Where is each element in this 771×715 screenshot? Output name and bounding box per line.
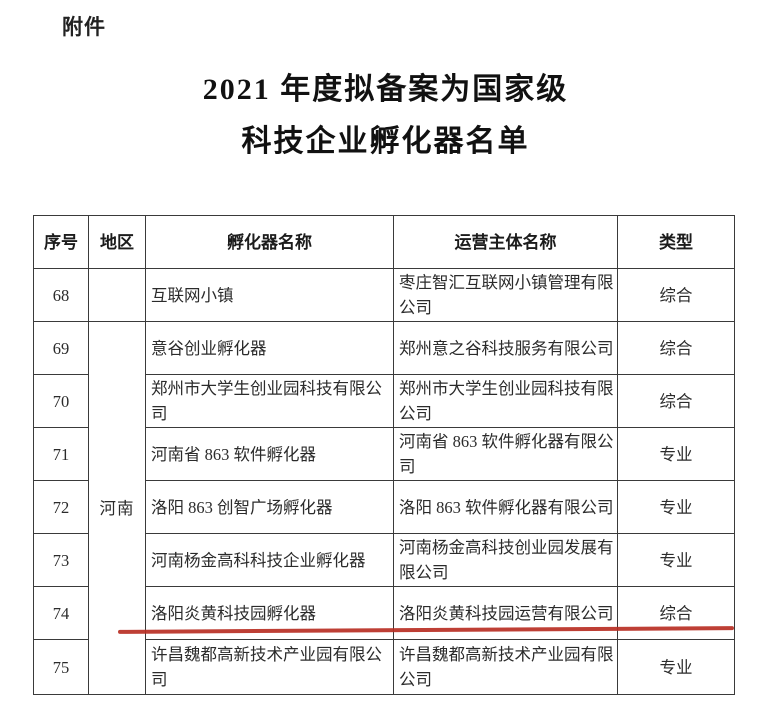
cell-type: 专业 bbox=[617, 427, 735, 481]
table-row-69: 69 河南 意谷创业孵化器 郑州意之谷科技服务有限公司 综合 bbox=[33, 321, 735, 695]
column-header-no: 序号 bbox=[33, 215, 89, 269]
document-title: 2021 年度拟备案为国家级 科技企业孵化器名单 bbox=[0, 64, 771, 168]
cell-no: 73 bbox=[33, 533, 89, 587]
cell-operator-name: 许昌魏都高新技术产业园有限公司 bbox=[393, 639, 618, 695]
cell-operator-name: 洛阳 863 软件孵化器有限公司 bbox=[393, 480, 618, 534]
cell-region-merged: 河南 bbox=[88, 321, 146, 695]
cell-type: 综合 bbox=[617, 586, 735, 640]
cell-type: 综合 bbox=[617, 374, 735, 428]
cell-operator-name: 枣庄智汇互联网小镇管理有限公司 bbox=[393, 268, 618, 322]
column-header-region: 地区 bbox=[88, 215, 146, 269]
attachment-label: 附件 bbox=[62, 16, 106, 39]
cell-no: 71 bbox=[33, 427, 89, 481]
table-row-75: 75 许昌魏都高新技术产业园有限公司 许昌魏都高新技术产业园有限公司 专业 bbox=[33, 639, 735, 695]
column-header-type: 类型 bbox=[617, 215, 735, 269]
cell-type: 专业 bbox=[617, 480, 735, 534]
cell-no: 74 bbox=[33, 586, 89, 640]
cell-type: 专业 bbox=[617, 639, 735, 695]
cell-incubator-name: 意谷创业孵化器 bbox=[145, 321, 394, 375]
cell-incubator-name: 河南杨金高科科技企业孵化器 bbox=[145, 533, 394, 587]
cell-incubator-name: 互联网小镇 bbox=[145, 268, 394, 322]
cell-type: 综合 bbox=[617, 268, 735, 322]
cell-no: 69 bbox=[33, 321, 89, 375]
cell-no: 75 bbox=[33, 639, 89, 695]
cell-operator-name: 河南杨金高科技创业园发展有限公司 bbox=[393, 533, 618, 587]
document-title-line-2: 科技企业孵化器名单 bbox=[241, 125, 530, 158]
document-title-line-1: 2021 年度拟备案为国家级 bbox=[202, 73, 569, 106]
cell-incubator-name: 郑州市大学生创业园科技有限公司 bbox=[145, 374, 394, 428]
cell-operator-name: 郑州市大学生创业园科技有限公司 bbox=[393, 374, 618, 428]
cell-type: 综合 bbox=[617, 321, 735, 375]
column-header-incubator-name: 孵化器名称 bbox=[145, 215, 394, 269]
cell-operator-name: 郑州意之谷科技服务有限公司 bbox=[393, 321, 618, 375]
cell-no: 68 bbox=[33, 268, 89, 322]
column-header-operator-name: 运营主体名称 bbox=[393, 215, 618, 269]
table-row-71: 71 河南省 863 软件孵化器 河南省 863 软件孵化器有限公司 专业 bbox=[33, 427, 735, 481]
cell-incubator-name: 河南省 863 软件孵化器 bbox=[145, 427, 394, 481]
cell-incubator-name: 许昌魏都高新技术产业园有限公司 bbox=[145, 639, 394, 695]
table-header-row: 序号 地区 孵化器名称 运营主体名称 类型 bbox=[33, 215, 735, 269]
cell-type: 专业 bbox=[617, 533, 735, 587]
cell-no: 72 bbox=[33, 480, 89, 534]
table-row-68: 68 互联网小镇 枣庄智汇互联网小镇管理有限公司 综合 bbox=[33, 268, 735, 322]
cell-no: 70 bbox=[33, 374, 89, 428]
table-row-72: 72 洛阳 863 创智广场孵化器 洛阳 863 软件孵化器有限公司 专业 bbox=[33, 480, 735, 534]
incubator-table: 序号 地区 孵化器名称 运营主体名称 类型 68 互联网小镇 枣庄智汇互联网小镇管理… bbox=[33, 215, 735, 695]
cell-operator-name: 河南省 863 软件孵化器有限公司 bbox=[393, 427, 618, 481]
cell-region-empty bbox=[88, 268, 146, 322]
cell-incubator-name: 洛阳 863 创智广场孵化器 bbox=[145, 480, 394, 534]
